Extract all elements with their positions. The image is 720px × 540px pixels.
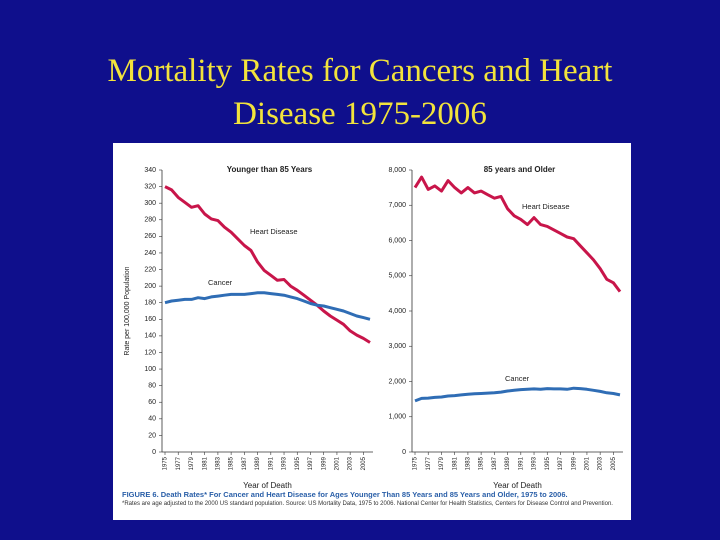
x-tick-label: 2003: [348, 456, 354, 470]
x-tick-label: 1979: [439, 456, 445, 470]
x-tick-label: 1981: [202, 456, 208, 470]
x-tick-label: 1997: [308, 456, 314, 470]
y-tick-label: 100: [144, 366, 156, 373]
x-tick-label: 1981: [452, 456, 458, 470]
x-tick-label: 1987: [492, 456, 498, 470]
series-label: Cancer: [505, 374, 530, 383]
y-tick-label: 340: [144, 167, 156, 174]
series-line: [414, 386, 621, 403]
y-tick-label: 140: [144, 333, 156, 340]
series-label: Heart Disease: [522, 202, 570, 211]
y-tick-label: 280: [144, 217, 156, 224]
y-tick-label: 320: [144, 183, 156, 190]
y-tick-label: 4,000: [388, 308, 406, 315]
x-tick-label: 1979: [189, 456, 195, 470]
x-tick-label: 1999: [321, 456, 327, 470]
y-tick-label: 80: [148, 382, 156, 389]
x-tick-label: 1975: [413, 456, 419, 470]
series-line: [164, 185, 371, 344]
figure-caption: FIGURE 6. Death Rates* For Cancer and He…: [122, 490, 568, 499]
y-tick-label: 0: [152, 449, 156, 456]
y-tick-label: 8,000: [388, 167, 406, 174]
x-tick-label: 1977: [176, 456, 182, 470]
y-tick-label: 3,000: [388, 343, 406, 350]
x-tick-label: 1993: [282, 456, 288, 470]
x-tick-label: 1999: [571, 456, 577, 470]
y-tick-label: 200: [144, 283, 156, 290]
chart-subtitle: 85 years and Older: [484, 165, 556, 174]
y-tick-label: 160: [144, 316, 156, 323]
y-tick-label: 7,000: [388, 202, 406, 209]
series-line: [164, 291, 371, 321]
x-axis-label: Year of Death: [243, 481, 292, 490]
y-tick-label: 240: [144, 250, 156, 257]
y-tick-label: 40: [148, 416, 156, 423]
x-tick-label: 1989: [255, 456, 261, 470]
y-tick-label: 60: [148, 399, 156, 406]
series-label: Heart Disease: [250, 227, 298, 236]
x-tick-label: 1977: [426, 456, 432, 470]
y-tick-label: 6,000: [388, 237, 406, 244]
x-tick-label: 2005: [611, 456, 617, 470]
y-tick-label: 180: [144, 300, 156, 307]
x-tick-label: 1995: [545, 456, 551, 470]
chart-subtitle: Younger than 85 Years: [227, 165, 313, 174]
y-tick-label: 5,000: [388, 273, 406, 280]
x-tick-label: 1985: [479, 456, 485, 470]
x-tick-label: 2001: [585, 456, 591, 470]
x-tick-label: 2003: [598, 456, 604, 470]
x-tick-label: 1983: [465, 456, 471, 470]
series-line: [413, 175, 622, 293]
footnote: *Rates are age adjusted to the 2000 US s…: [122, 501, 613, 507]
y-tick-label: 0: [402, 449, 406, 456]
y-axis-label: Rate per 100,000 Population: [124, 266, 131, 355]
y-tick-label: 1,000: [388, 414, 406, 421]
x-tick-label: 2005: [361, 456, 367, 470]
y-tick-label: 300: [144, 200, 156, 207]
x-tick-label: 1997: [558, 456, 564, 470]
x-tick-label: 1991: [268, 456, 274, 470]
x-tick-label: 1975: [163, 456, 169, 470]
y-tick-label: 2,000: [388, 378, 406, 385]
x-tick-label: 1985: [229, 456, 235, 470]
y-tick-label: 20: [148, 432, 156, 439]
slide-title: Mortality Rates for Cancers and Heart Di…: [107, 53, 613, 132]
x-tick-label: 1993: [532, 456, 538, 470]
y-tick-label: 260: [144, 233, 156, 240]
x-axis-label: Year of Death: [493, 481, 542, 490]
y-tick-label: 120: [144, 349, 156, 356]
x-tick-label: 1989: [505, 456, 511, 470]
x-tick-label: 1995: [295, 456, 301, 470]
y-tick-label: 220: [144, 266, 156, 273]
x-tick-label: 1991: [518, 456, 524, 470]
x-tick-label: 2001: [335, 456, 341, 470]
x-tick-label: 1987: [242, 456, 248, 470]
series-label: Cancer: [208, 278, 233, 287]
x-tick-label: 1983: [215, 456, 221, 470]
